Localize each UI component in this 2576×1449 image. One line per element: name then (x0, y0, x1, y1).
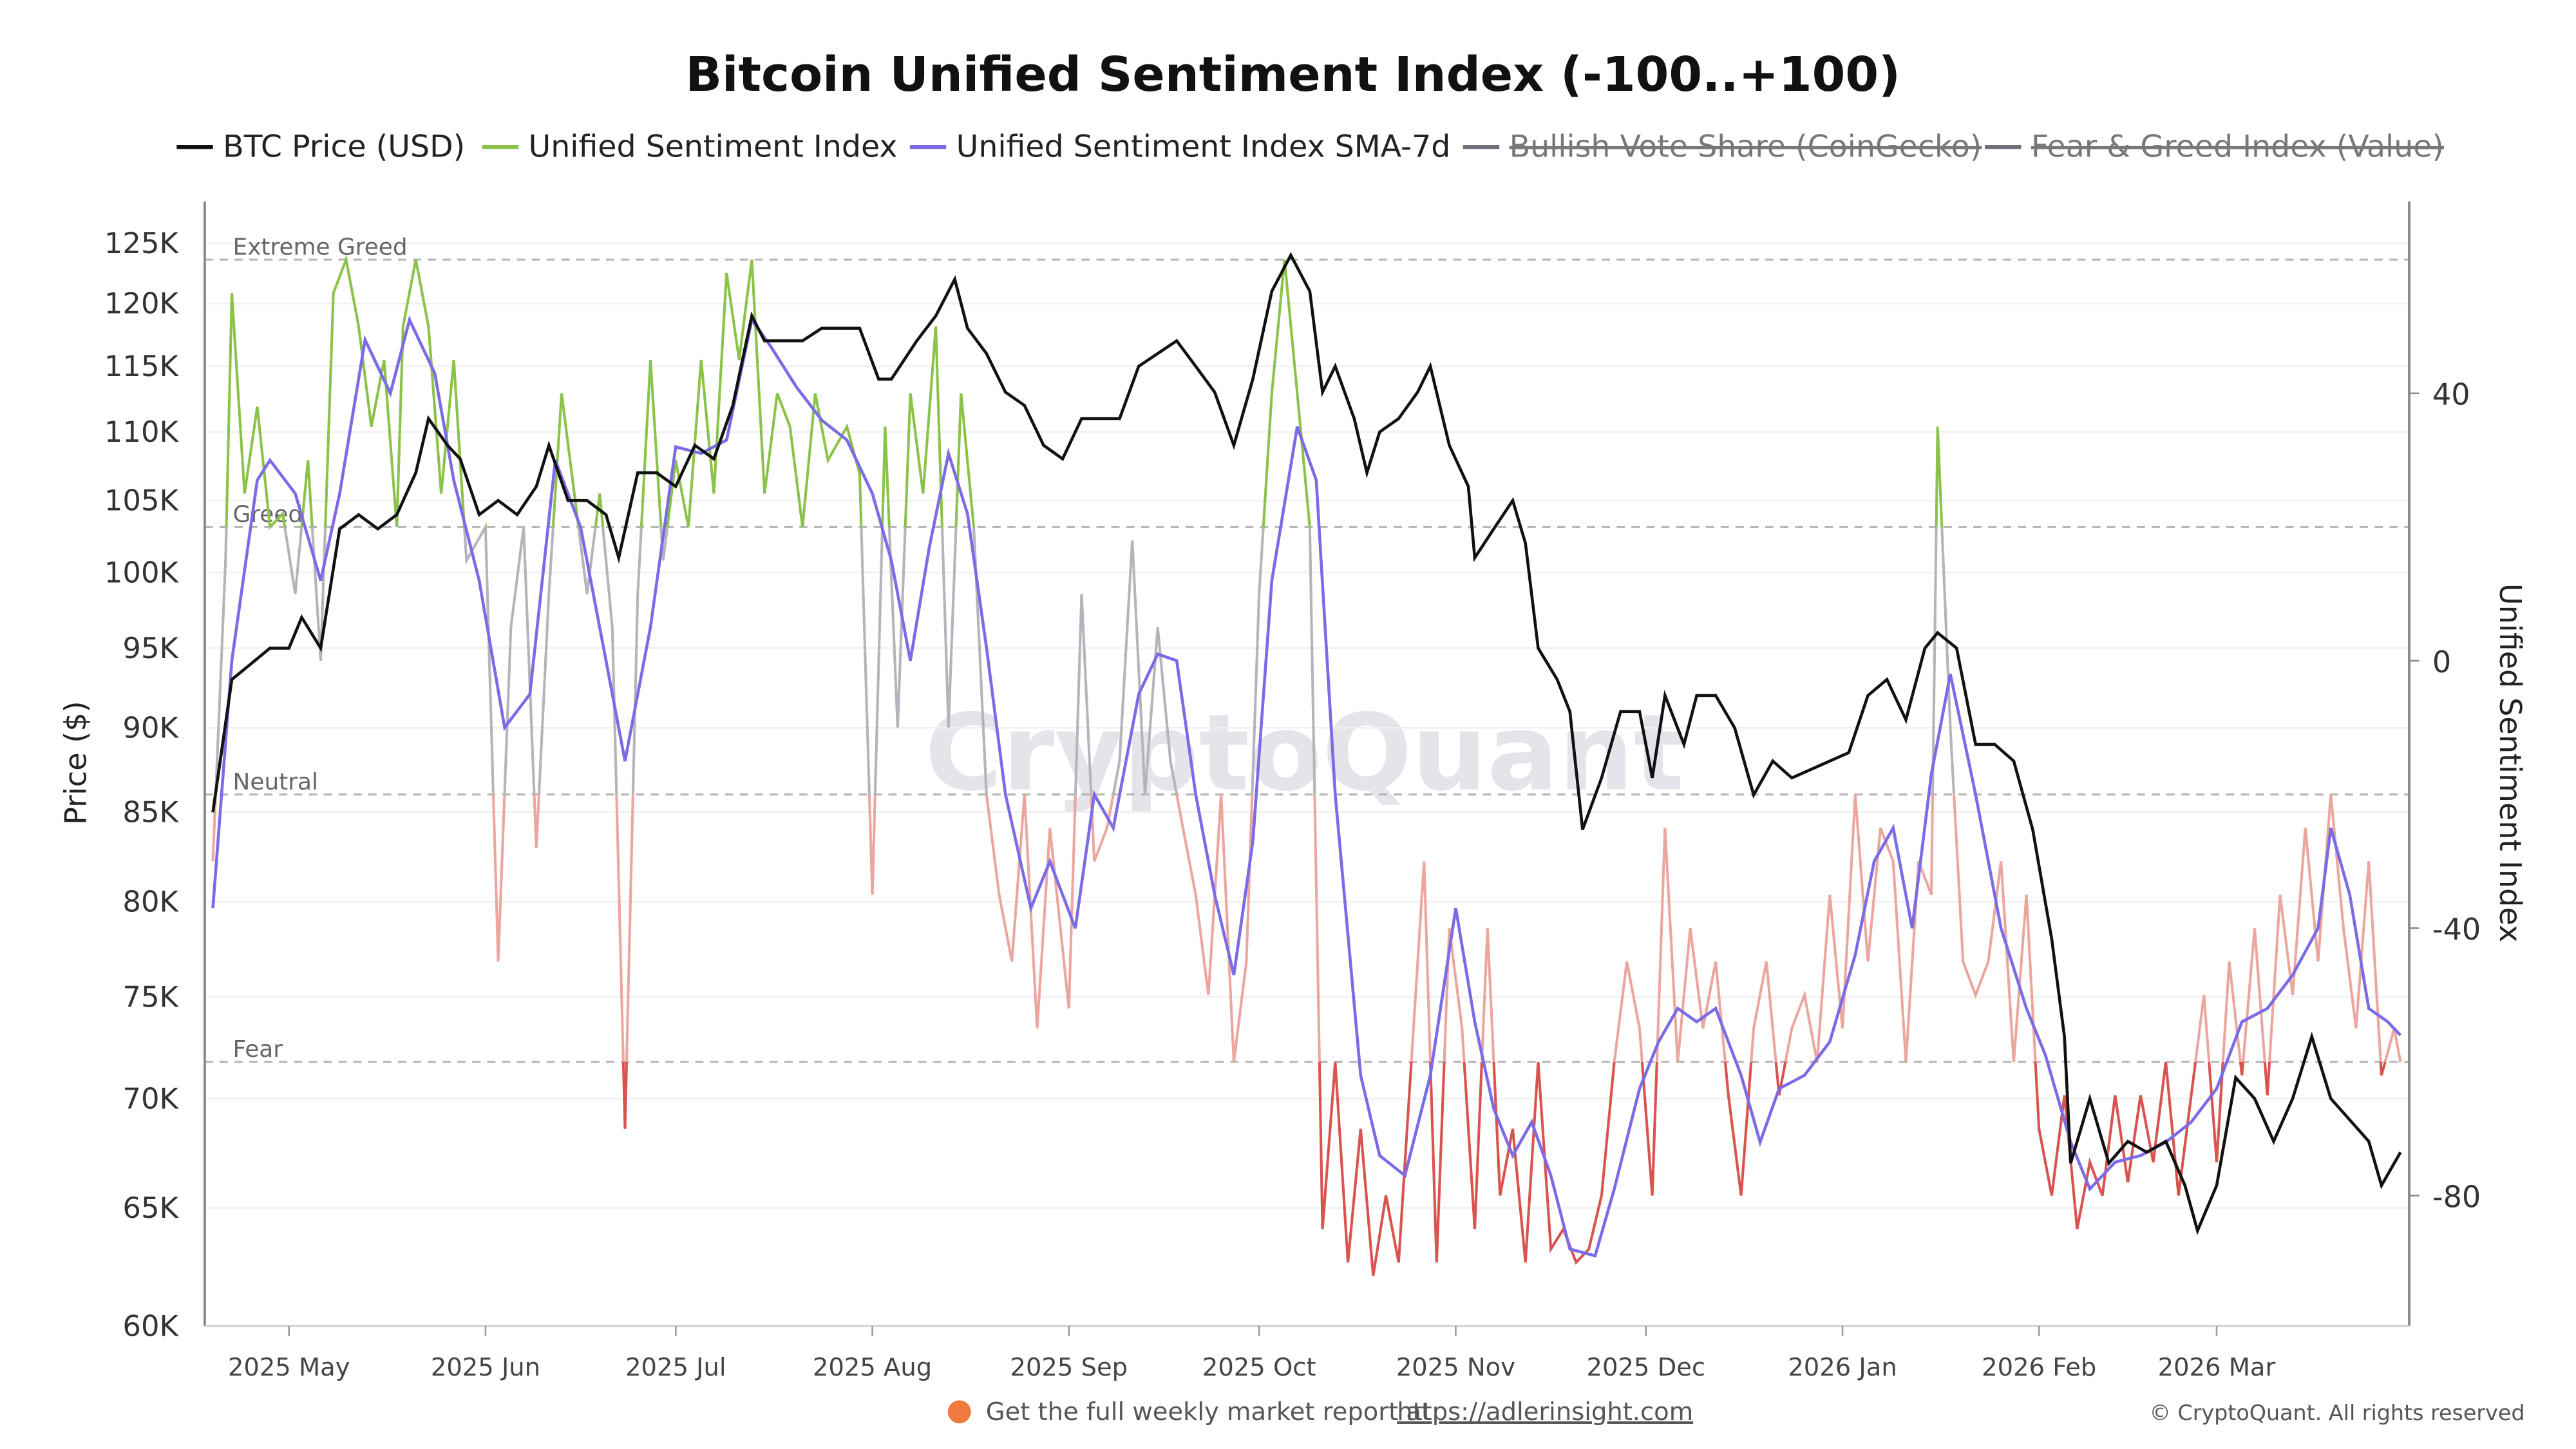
y-left-tick-label: 70K (122, 1081, 179, 1115)
series-layer (211, 252, 2402, 1276)
y-left-tick-label: 90K (122, 711, 179, 745)
y-right-tick-label: -40 (2432, 912, 2481, 947)
legend-label: BTC Price (USD) (223, 129, 465, 165)
y-left-tick-label: 95K (122, 631, 179, 665)
footer: Get the full weekly market report at htt… (947, 1397, 2525, 1426)
sentiment-index-line-zone (225, 254, 1944, 527)
reference-line-label: Neutral (233, 769, 318, 795)
legend-item[interactable]: BTC Price (USD) (176, 129, 465, 165)
left-axis-ticks: 125K 120K 115K 110K 105K 100K 95K 90K 85K 80K 75K 7… (104, 226, 180, 1343)
x-tick-label: 2026 Feb (1982, 1353, 2096, 1382)
sentiment-index-line-zone (621, 1061, 2401, 1276)
x-tick-label: 2025 Jul (625, 1353, 726, 1382)
sentiment-index-line-zone (211, 794, 2402, 1062)
y-left-axis-title: Price ($) (58, 701, 93, 825)
x-tick-label: 2025 Oct (1202, 1353, 1316, 1382)
legend-label: Fear & Greed Index (Value) (2031, 129, 2444, 165)
legend-label: Unified Sentiment Index (529, 129, 898, 165)
x-tick-label: 2025 Aug (813, 1353, 932, 1382)
x-tick-label: 2025 Sep (1010, 1353, 1128, 1382)
reference-line-label: Fear (233, 1036, 283, 1063)
y-left-tick-label: 110K (104, 415, 180, 449)
y-left-tick-label: 115K (104, 349, 180, 383)
promo-link[interactable]: https://adlerinsight.com (1397, 1397, 1693, 1426)
y-left-tick-label: 80K (122, 884, 179, 918)
y-left-tick-label: 120K (104, 287, 180, 321)
legend-item[interactable]: Unified Sentiment Index SMA-7d (909, 129, 1451, 165)
y-left-tick-label: 65K (122, 1191, 179, 1225)
y-left-tick-label: 75K (122, 980, 179, 1014)
chart-title: Bitcoin Unified Sentiment Index (-100..+… (685, 46, 1900, 102)
y-right-axis-title: Unified Sentiment Index (2493, 583, 2528, 942)
y-right-tick-label: 40 (2432, 377, 2470, 412)
y-left-tick-label: 60K (122, 1309, 179, 1343)
x-tick-label: 2025 Dec (1587, 1353, 1706, 1382)
promo-dot-icon (947, 1400, 971, 1424)
x-tick-label: 2025 Jun (431, 1353, 540, 1382)
x-tick-label: 2025 Nov (1396, 1353, 1515, 1382)
copyright: © CryptoQuant. All rights reserved (2150, 1400, 2525, 1425)
reference-line-label: Extreme Greed (233, 234, 408, 260)
sentiment-sma-line (211, 315, 2402, 1258)
x-tick-label: 2026 Mar (2158, 1353, 2276, 1382)
x-tick-label: 2026 Jan (1788, 1353, 1897, 1382)
x-axis-ticks: 2025 May 2025 Jun 2025 Jul 2025 Aug 2025 Sep… (228, 1325, 2276, 1382)
y-left-tick-label: 105K (104, 484, 180, 518)
x-tick-label: 2025 May (228, 1353, 350, 1382)
legend-item[interactable]: Fear & Greed Index (Value) (1985, 129, 2444, 165)
y-left-tick-label: 85K (122, 795, 179, 829)
legend-label: Bullish Vote Share (CoinGecko) (1510, 129, 1982, 165)
legend-label: Unified Sentiment Index SMA-7d (956, 129, 1451, 165)
y-right-tick-label: -80 (2432, 1179, 2481, 1214)
btc-price-line (211, 252, 2402, 1236)
y-left-tick-label: 125K (104, 226, 180, 260)
promo-text: Get the full weekly market report at (986, 1397, 1431, 1426)
legend-item[interactable]: Unified Sentiment Index (482, 129, 898, 165)
y-right-tick-label: 0 (2432, 645, 2451, 679)
legend: BTC Price (USD) Unified Sentiment Index Un… (176, 129, 2444, 165)
y-left-tick-label: 100K (104, 555, 180, 589)
legend-item[interactable]: Bullish Vote Share (CoinGecko) (1463, 129, 1982, 165)
right-axis-ticks: 40 0 -40 -80 (2409, 377, 2481, 1214)
